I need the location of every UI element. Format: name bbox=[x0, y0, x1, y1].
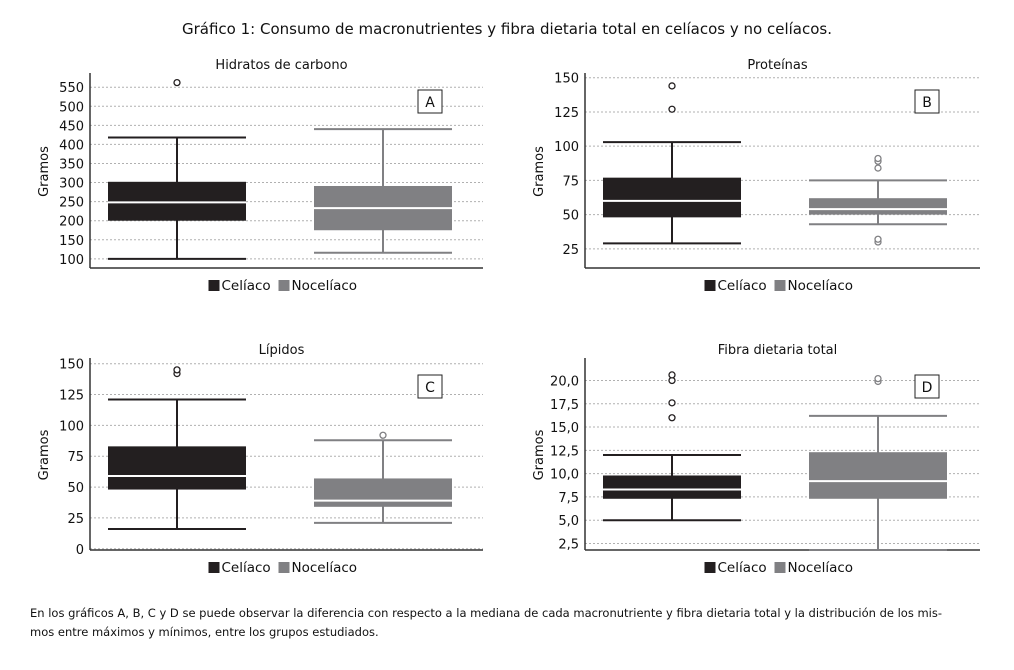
box-celiaco bbox=[603, 371, 741, 522]
y-tick-label: 75 bbox=[562, 174, 579, 189]
panel-letter-box bbox=[914, 374, 940, 399]
iqr-box bbox=[108, 181, 246, 221]
y-tick-label: 5,0 bbox=[558, 514, 579, 529]
y-tick-label: 125 bbox=[554, 106, 579, 121]
panel-letter: C bbox=[425, 380, 435, 396]
y-tick-label: 125 bbox=[59, 389, 84, 404]
outlier-point bbox=[874, 374, 882, 383]
legend-label: Celíaco bbox=[718, 278, 767, 294]
outlier-point bbox=[668, 414, 676, 422]
outlier-point bbox=[874, 235, 882, 243]
iqr-box bbox=[809, 452, 947, 499]
outlier-point bbox=[668, 371, 676, 379]
y-tick-label: 100 bbox=[59, 419, 84, 434]
box-plot-panels: Hidratos de carbono100150200250300350400… bbox=[37, 58, 980, 576]
y-axis-label: Gramos bbox=[37, 429, 52, 480]
panel-letter: A bbox=[425, 95, 435, 111]
y-tick-label: 250 bbox=[59, 196, 84, 211]
panel-letter-box bbox=[417, 374, 443, 399]
legend-label: Celíaco bbox=[222, 278, 271, 294]
chart-title: Proteínas bbox=[747, 58, 808, 73]
legend-swatch bbox=[774, 280, 786, 291]
legend-label: Celíaco bbox=[222, 560, 271, 576]
y-axis-label: Gramos bbox=[532, 429, 547, 480]
panel-letter: B bbox=[922, 95, 932, 111]
outlier-point bbox=[668, 105, 676, 113]
y-tick-label: 7,5 bbox=[558, 491, 579, 506]
box-nocelíaco bbox=[314, 128, 452, 254]
iqr-box bbox=[314, 478, 452, 507]
legend-label: Nocelíaco bbox=[788, 278, 854, 294]
chart-title: Hidratos de carbono bbox=[215, 58, 347, 73]
y-tick-label: 300 bbox=[59, 177, 84, 192]
chart-c: Lípidos 0 25 50 75 100 125 150 Gramos C Celíaco Noc… bbox=[37, 343, 483, 576]
y-tick-label: 150 bbox=[554, 72, 579, 87]
y-tick-label: 350 bbox=[59, 157, 84, 172]
y-tick-label: 100 bbox=[554, 140, 579, 155]
legend-label: Celíaco bbox=[718, 560, 767, 576]
y-tick-label: 10,0 bbox=[550, 468, 579, 483]
y-tick-label: 400 bbox=[59, 138, 84, 153]
legend-swatch bbox=[278, 280, 290, 291]
y-tick-label: 150 bbox=[59, 358, 84, 373]
y-tick-label: 12,5 bbox=[550, 444, 579, 459]
outlier-point bbox=[173, 78, 181, 87]
y-tick-label: 25 bbox=[562, 243, 579, 258]
y-tick-label: 25 bbox=[67, 512, 84, 527]
outlier-point bbox=[874, 164, 882, 172]
y-tick-label: 50 bbox=[562, 209, 579, 224]
chart-title: Lípidos bbox=[259, 343, 305, 358]
box-celiaco bbox=[108, 366, 246, 531]
panel-letter-box bbox=[417, 89, 443, 114]
y-tick-label: 20,0 bbox=[550, 374, 579, 389]
chart-d: Fibra dietaria total 2,5 5,0 7,5 10,0 12,5 15,… bbox=[532, 343, 980, 576]
legend-swatch bbox=[208, 562, 220, 573]
y-tick-label: 100 bbox=[59, 253, 84, 268]
box-celiaco bbox=[108, 78, 246, 260]
legend-swatch bbox=[278, 562, 290, 573]
legend-label: Nocelíaco bbox=[292, 560, 358, 576]
iqr-box bbox=[809, 198, 947, 215]
y-tick-label: 200 bbox=[59, 215, 84, 230]
outlier-point bbox=[379, 431, 387, 439]
legend-swatch bbox=[774, 562, 786, 573]
box-nocelíaco bbox=[809, 154, 947, 246]
y-axis-label: Gramos bbox=[37, 146, 52, 197]
outlier-point bbox=[668, 399, 676, 407]
iqr-box bbox=[108, 446, 246, 490]
y-tick-label: 15,0 bbox=[550, 421, 579, 436]
chart-a: Hidratos de carbono 100 150 200 250 300 350 400… bbox=[37, 58, 483, 294]
iqr-box bbox=[603, 177, 741, 218]
y-tick-label: 150 bbox=[59, 234, 84, 249]
y-tick-label: 450 bbox=[59, 119, 84, 134]
outlier-point bbox=[173, 366, 181, 374]
legend-swatch bbox=[208, 280, 220, 291]
y-tick-label: 550 bbox=[59, 81, 84, 96]
y-tick-label: 50 bbox=[67, 481, 84, 496]
y-axis-label: Gramos bbox=[532, 146, 547, 197]
iqr-box bbox=[603, 475, 741, 499]
legend-label: Nocelíaco bbox=[292, 278, 358, 294]
panel-letter: D bbox=[922, 380, 933, 396]
box-celiaco bbox=[603, 82, 741, 245]
panel-letter-box bbox=[914, 89, 940, 114]
y-tick-label: 0 bbox=[76, 543, 84, 558]
outlier-point bbox=[668, 82, 676, 90]
legend-label: Nocelíaco bbox=[788, 560, 854, 576]
legend-swatch bbox=[704, 280, 716, 291]
y-tick-label: 2,5 bbox=[558, 537, 579, 552]
box-nocelíaco bbox=[314, 431, 452, 524]
footer-line-2: mos entre máximos y mínimos, entre los g… bbox=[30, 625, 379, 639]
chart-b: Proteínas 25 50 75 100 125 150 Gramos B Celíaco No… bbox=[532, 58, 980, 294]
y-tick-label: 500 bbox=[59, 100, 84, 115]
y-tick-label: 17,5 bbox=[550, 398, 579, 413]
box-nocelíaco bbox=[809, 374, 947, 551]
outlier-point bbox=[874, 154, 882, 163]
figure-title: Gráfico 1: Consumo de macronutrientes y … bbox=[182, 20, 832, 38]
legend-swatch bbox=[704, 562, 716, 573]
chart-title: Fibra dietaria total bbox=[718, 343, 838, 358]
footer-line-1: En los gráficos A, B, C y D se puede obs… bbox=[30, 606, 943, 620]
y-tick-label: 75 bbox=[67, 450, 84, 465]
